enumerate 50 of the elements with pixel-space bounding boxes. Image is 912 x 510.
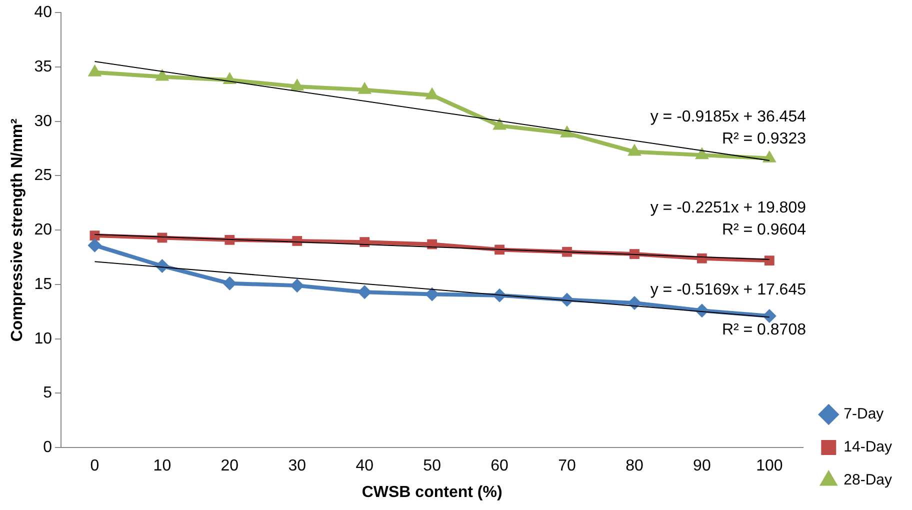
point (88, 238, 102, 252)
x-tick-label: 30 (288, 458, 306, 475)
point (627, 296, 642, 310)
annotation: y = -0.9185x + 36.454 (650, 108, 806, 126)
annotation: R² = 0.8708 (722, 321, 806, 338)
point (762, 309, 776, 324)
point (358, 82, 372, 94)
point (628, 144, 642, 156)
y-tick-label: 30 (34, 112, 52, 130)
y-tick-label: 40 (34, 4, 52, 22)
y-tick-label: 20 (34, 222, 52, 239)
y-tick-label: 0 (43, 439, 52, 456)
x-tick-label: 20 (220, 458, 239, 475)
annotation: y = -0.5169x + 17.645 (650, 281, 806, 298)
point (290, 78, 304, 91)
point (560, 125, 574, 138)
point (695, 147, 709, 160)
x-tick-label: 40 (356, 458, 374, 475)
y-axis-title: Compressive strength N/mm² (9, 118, 26, 342)
y-tick-label: 10 (34, 330, 52, 348)
point (764, 256, 774, 266)
x-tick-label: 0 (90, 458, 100, 475)
y-tick-label: 5 (43, 384, 52, 402)
point (222, 276, 237, 290)
point (425, 287, 440, 302)
y-tick-label: 25 (34, 167, 52, 184)
point (290, 278, 304, 293)
x-tick-label: 10 (153, 458, 172, 475)
point (492, 118, 506, 130)
point (88, 64, 102, 76)
x-tick-label: 90 (693, 458, 711, 475)
y-tick-label: 15 (34, 276, 52, 293)
x-tick-label: 100 (756, 458, 783, 475)
x-tick-label: 80 (626, 458, 644, 475)
x-tick-label: 70 (558, 458, 576, 475)
legend-label: 14-Day (844, 438, 892, 456)
point (425, 87, 439, 100)
x-tick-label: 50 (423, 458, 442, 475)
annotation: R² = 0.9604 (722, 221, 806, 238)
x-tick-label: 60 (490, 458, 509, 475)
annotation: R² = 0.9323 (722, 130, 806, 148)
x-axis-title: CWSB content (%) (362, 484, 502, 501)
legend-label: 7-Day (844, 406, 884, 423)
legend-label: 28-Day (844, 472, 892, 489)
point (762, 150, 776, 162)
annotation: y = -0.2251x + 19.809 (650, 199, 806, 216)
point (358, 285, 372, 300)
point (224, 234, 235, 245)
point (155, 68, 170, 81)
y-tick-label: 35 (34, 58, 52, 76)
